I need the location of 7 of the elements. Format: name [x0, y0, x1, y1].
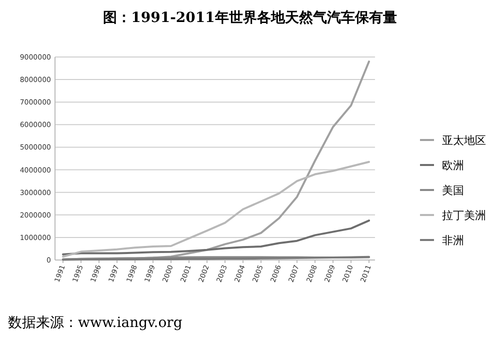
legend-label: 亚太地区 [442, 134, 486, 147]
chart-title: 图：1991-2011年世界各地天然气汽车保有量 [103, 9, 397, 26]
legend-label: 非洲 [442, 234, 464, 247]
legend-label: 拉丁美洲 [442, 209, 486, 222]
legend-label: 美国 [442, 184, 464, 197]
legend-label: 欧洲 [442, 159, 464, 172]
source-note: 数据来源：www.iangv.org [8, 315, 182, 331]
